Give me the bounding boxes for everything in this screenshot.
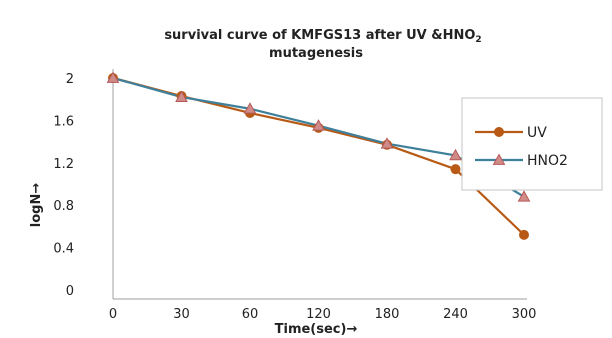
chart-title-subscript: 2	[475, 35, 481, 45]
legend-box	[461, 97, 603, 191]
legend-swatch-marker	[492, 153, 506, 165]
chart-title-line2: mutagenesis	[269, 46, 363, 61]
legend-entry-hno2: HNO2	[475, 153, 568, 169]
series-markers-hno2	[106, 71, 531, 202]
x-tick-label: 30	[173, 307, 190, 322]
data-point-hno2	[175, 90, 188, 102]
data-point-hno2	[106, 71, 120, 83]
series-layer	[106, 71, 531, 240]
data-point-hno2	[380, 137, 394, 149]
y-tick-label: 0.4	[53, 242, 74, 257]
chart-title-line1: survival curve of KMFGS13 after UV &HNO2	[164, 28, 481, 45]
x-tick-labels: 0 30 60 120 180 240 300	[109, 307, 537, 322]
data-point-hno2	[312, 119, 325, 131]
legend-entry-uv: UV	[475, 125, 547, 141]
x-tick-label: 120	[306, 307, 331, 322]
y-tick-label: 1.6	[53, 114, 74, 129]
x-tick-label: 300	[512, 307, 537, 322]
y-tick-label: 2	[66, 72, 74, 87]
x-tick-label: 180	[375, 307, 400, 322]
x-axis-title: Time(sec)→	[275, 322, 358, 337]
data-point-uv	[519, 229, 529, 240]
x-tick-label: 0	[109, 307, 117, 322]
chart-title-text: survival curve of KMFGS13 after UV &HNO	[164, 28, 475, 43]
legend-label: UV	[527, 125, 547, 141]
data-point-uv	[450, 164, 461, 175]
y-axis-title: logN→	[29, 183, 44, 228]
data-point-hno2	[517, 190, 531, 202]
legend: UV HNO2	[475, 125, 568, 169]
data-point-hno2	[243, 102, 257, 114]
data-point-hno2	[449, 148, 462, 161]
x-tick-label: 60	[242, 307, 259, 322]
x-tick-label: 240	[443, 307, 468, 322]
legend-label: HNO2	[527, 153, 568, 169]
y-tick-label: 1.2	[53, 157, 74, 172]
y-tick-labels: 0 0.4 0.8 1.2 1.6 2	[53, 72, 74, 299]
legend-swatch-marker	[494, 127, 504, 137]
y-tick-label: 0.8	[53, 199, 74, 214]
y-tick-label: 0	[66, 284, 74, 299]
